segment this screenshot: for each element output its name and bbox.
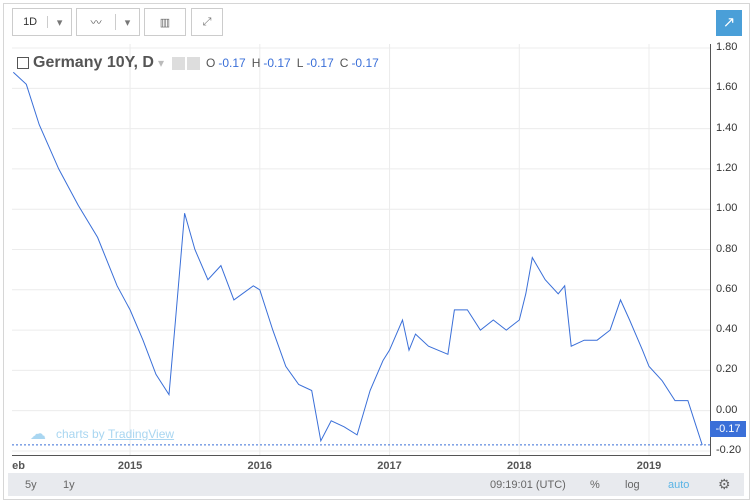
watermark: ☁ charts by TradingView: [30, 424, 174, 444]
indicators-button[interactable]: ▥: [144, 8, 186, 36]
high-label: H: [251, 56, 261, 70]
y-tick-label: 0.60: [716, 282, 738, 295]
low-label: L: [296, 56, 304, 70]
fullscreen-button[interactable]: ⤢: [191, 8, 223, 36]
indicators-icon: ▥: [159, 16, 171, 29]
x-tick-label: 2019: [636, 460, 662, 472]
last-price-label: -0.17: [710, 421, 746, 437]
chart-widget: [3, 3, 750, 500]
y-tick-label: -0.20: [716, 443, 742, 456]
high-value: -0.17: [263, 56, 291, 70]
external-link-icon: ↗: [722, 14, 736, 31]
interval-label: 1D: [13, 16, 49, 28]
y-tick-label: 1.20: [716, 161, 738, 174]
interval-select[interactable]: 1D ▾: [12, 8, 72, 36]
open-value: -0.17: [218, 56, 246, 70]
low-value: -0.17: [306, 56, 334, 70]
chart-style-select[interactable]: 〰 ▾: [76, 8, 140, 36]
chevron-down-icon[interactable]: ▾: [157, 56, 164, 70]
bottom-toolbar: 5y 1y 09:19:01 (UTC) % log auto ⚙: [8, 473, 744, 496]
y-tick-label: 0.80: [716, 242, 738, 255]
close-label: C: [339, 56, 349, 70]
eye-icon[interactable]: [171, 56, 185, 70]
price-chart: [12, 44, 710, 455]
x-tick-label: 2015: [117, 460, 143, 472]
y-tick-label: 1.60: [716, 81, 738, 94]
auto-toggle[interactable]: auto: [668, 479, 690, 491]
collapse-icon[interactable]: [17, 57, 29, 69]
y-tick-label: 0.20: [716, 363, 738, 376]
chevron-down-icon: ▾: [124, 16, 131, 29]
watermark-prefix: charts by: [56, 427, 105, 441]
tradingview-logo-icon: ☁: [30, 426, 46, 443]
percent-toggle[interactable]: %: [590, 479, 600, 491]
popout-button[interactable]: ↗: [716, 10, 742, 36]
settings-gear-icon[interactable]: ⚙: [718, 476, 731, 492]
open-label: O: [205, 56, 216, 70]
y-tick-label: 1.80: [716, 41, 738, 54]
range-1y-button[interactable]: 1y: [63, 479, 75, 491]
chevron-down-icon: ▾: [56, 16, 63, 29]
clock-time: 09:19:01 (UTC): [490, 479, 566, 491]
series-line: [12, 71, 703, 446]
series-title[interactable]: Germany 10Y, D: [33, 54, 154, 71]
line-chart-icon: 〰: [77, 14, 117, 30]
tradingview-link[interactable]: TradingView: [108, 427, 175, 441]
x-tick-label: 2018: [507, 460, 532, 472]
legend: Germany 10Y, D ▾ O -0.17 H -0.17 L -0.17 C-…: [17, 54, 379, 72]
y-tick-label: 0.00: [716, 403, 738, 416]
x-tick-label: 2016: [247, 460, 273, 472]
x-tick-label: eb: [12, 460, 26, 472]
gear-icon[interactable]: [186, 56, 200, 70]
y-tick-label: 1.40: [716, 121, 738, 134]
y-tick-label: 1.00: [716, 202, 738, 215]
fullscreen-icon: ⤢: [202, 15, 212, 28]
close-value: -0.17: [351, 56, 379, 70]
plot-area[interactable]: [12, 44, 711, 456]
x-tick-label: 2017: [377, 460, 402, 472]
log-toggle[interactable]: log: [625, 479, 640, 491]
y-tick-label: 0.40: [716, 323, 738, 336]
range-5y-button[interactable]: 5y: [25, 479, 37, 491]
